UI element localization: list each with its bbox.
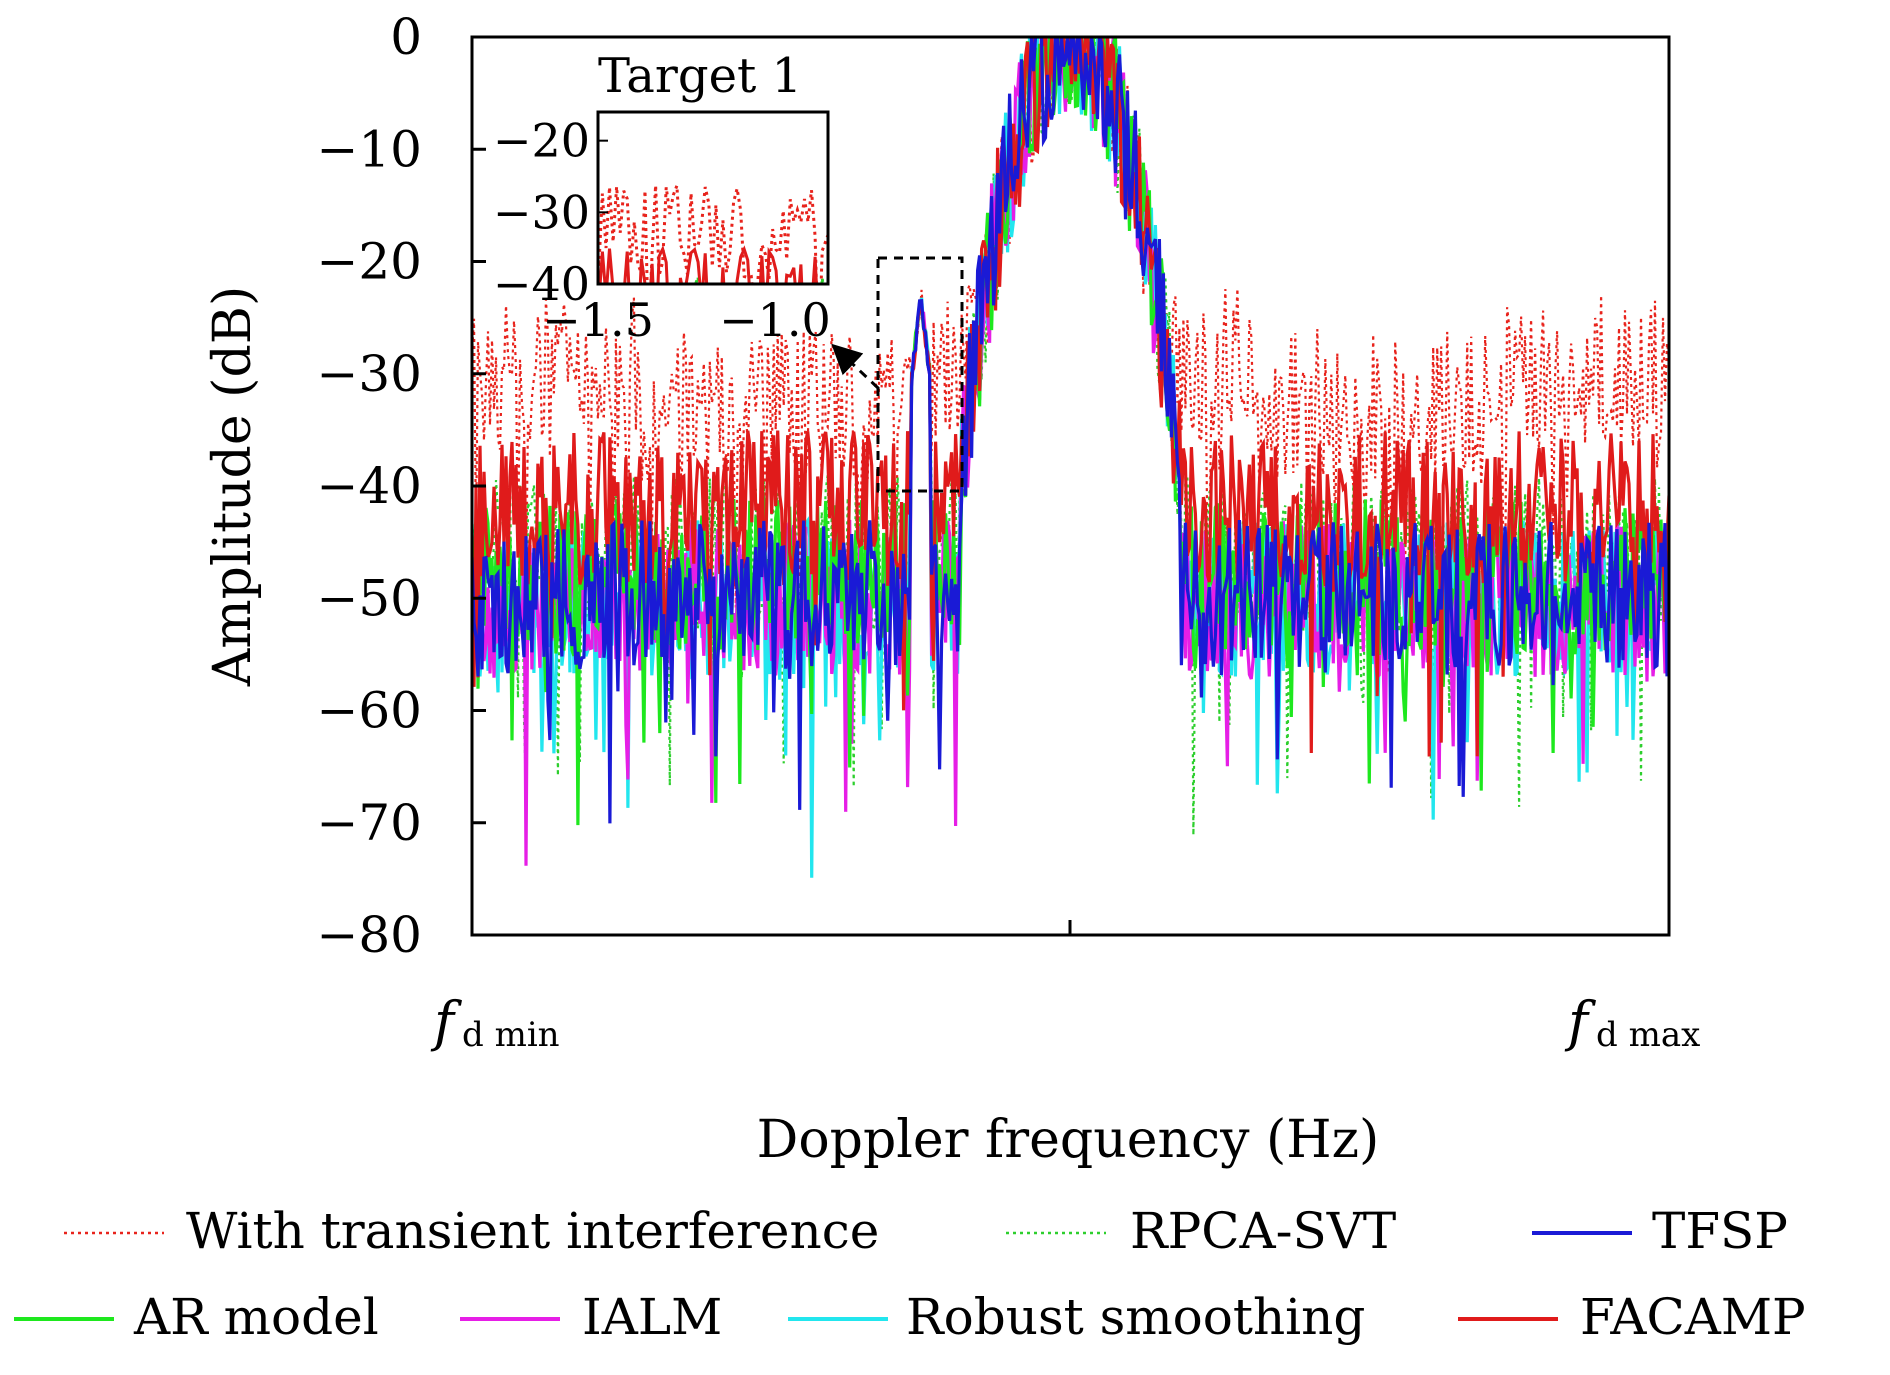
y-tick-label: −80 — [316, 906, 422, 964]
inset-y-tick-label: −40 — [493, 257, 590, 311]
y-axis-title: Amplitude (dB) — [203, 286, 263, 687]
x-tick-fmin: f d min — [430, 990, 560, 1055]
inset-y-tick-label: −30 — [493, 185, 590, 239]
y-axis-ticks: 0 −10 −20 −30 −40 −50 −60 −70 −80 — [316, 8, 486, 964]
legend-label: Robust smoothing — [906, 1288, 1365, 1346]
x-tick-fmax: f d max — [1564, 990, 1700, 1055]
series-line-tfsp — [472, 37, 1669, 824]
inset-series-line-facamp — [598, 244, 818, 284]
inset-x-tick-label: −1.0 — [719, 293, 831, 347]
inset-title: Target 1 — [598, 48, 802, 104]
main-series-group — [472, 37, 1669, 878]
y-tick-label: −50 — [316, 569, 422, 627]
inset-frame — [596, 110, 830, 286]
legend: With transient interference RPCA-SVT TFSP A… — [14, 1202, 1806, 1346]
y-tick-label: −70 — [316, 794, 422, 852]
x-tick-fmax-main: f — [1564, 990, 1596, 1053]
inset-series-group — [598, 185, 828, 284]
x-axis-title: Doppler frequency (Hz) — [757, 1110, 1380, 1170]
x-tick-fmax-sub: d max — [1596, 1015, 1700, 1055]
legend-label: IALM — [582, 1288, 722, 1346]
y-tick-label: 0 — [390, 8, 422, 66]
zoom-arrow — [831, 343, 880, 390]
y-tick-label: −60 — [316, 682, 422, 740]
legend-label: RPCA-SVT — [1130, 1202, 1396, 1260]
inset-y-tick-label: −20 — [493, 114, 590, 168]
inset-panel: Target 1 −20 −30 −40−1.5 −1.0 — [493, 48, 831, 347]
x-tick-fmin-main: f — [430, 990, 462, 1053]
legend-label: With transient interference — [186, 1202, 879, 1260]
y-tick-label: −20 — [316, 233, 422, 291]
legend-label: FACAMP — [1580, 1288, 1806, 1346]
legend-label: AR model — [133, 1288, 379, 1346]
y-tick-label: −10 — [316, 120, 422, 178]
x-tick-fmin-sub: d min — [462, 1015, 560, 1055]
y-tick-label: −30 — [316, 345, 422, 403]
inset-x-tick-label: −1.5 — [542, 293, 654, 347]
inset-series-line-with-transient-interference — [598, 185, 828, 284]
inset-ticks: −20 −30 −40−1.5 −1.0 — [493, 114, 831, 347]
legend-label: TFSP — [1652, 1202, 1788, 1260]
zoom-region-box — [876, 256, 964, 493]
y-tick-label: −40 — [316, 457, 422, 515]
